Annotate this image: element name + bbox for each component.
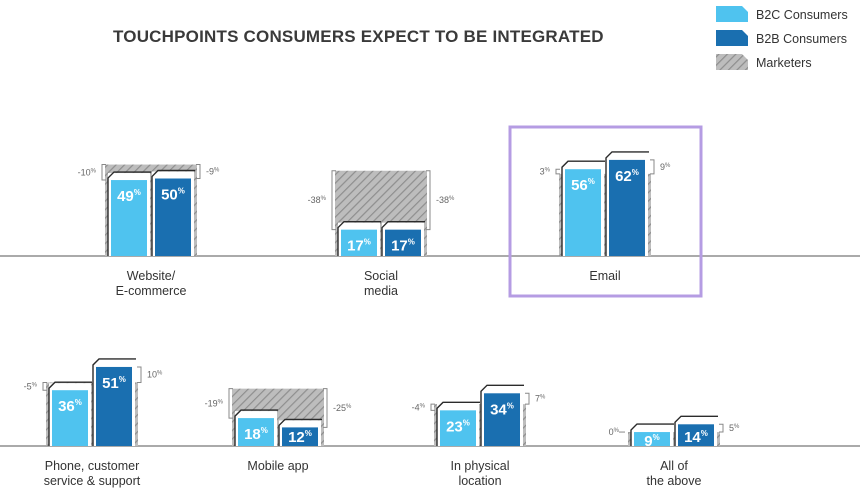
value-label-b2c: 49%: [117, 188, 141, 205]
diff-label-b2b: 10%: [147, 370, 163, 380]
bar-b2c: [440, 410, 476, 446]
bracket-b2c: [42, 381, 47, 391]
legend-swatch-b2c: [716, 6, 748, 22]
bracket-b2b: [525, 392, 530, 405]
category-label: In physical location: [450, 459, 509, 488]
category-in-physical-location: 23% 34% -4% 7% In physical location: [412, 384, 546, 488]
bracket-b2b: [196, 164, 201, 179]
diff-label-b2b: 7%: [535, 394, 546, 404]
diff-label-b2c: -38%: [308, 195, 327, 205]
legend-swatch-b2b: [716, 30, 748, 46]
value-label-b2c: 18%: [244, 426, 268, 443]
diff-label-b2c: 3%: [540, 167, 551, 177]
legend-item-b2b: B2B Consumers: [716, 30, 847, 46]
category-website-e-commerce: 49% 50% -10% -9% Website/E-commerce: [78, 164, 220, 298]
value-label-b2b: 62%: [615, 168, 639, 185]
bar-b2c: [341, 229, 377, 256]
bracket-b2c: [555, 168, 560, 175]
bar-b2b: [282, 427, 318, 446]
category-label: Phone, customer service & support: [44, 459, 141, 488]
diff-label-b2c: -5%: [24, 381, 38, 391]
category-all-of-the-above: 9% 14% 0% 5% All of the above: [609, 415, 740, 488]
value-label-b2c: 17%: [347, 238, 371, 255]
bar-b2c: [52, 390, 88, 446]
value-label-b2b: 14%: [684, 429, 708, 446]
bracket-b2b: [426, 170, 431, 231]
bar-b2c: [111, 180, 147, 256]
category-label: Website/E-commerce: [116, 269, 187, 298]
category-label: Email: [589, 269, 620, 283]
legend-label-b2b: B2B Consumers: [756, 32, 847, 46]
bar-b2b: [96, 366, 132, 446]
bar-b2c: [634, 432, 670, 446]
value-label-b2c: 36%: [58, 398, 82, 415]
category-label: All of the above: [647, 459, 702, 488]
value-label-b2c: 9%: [644, 433, 659, 450]
bracket-b2c: [101, 164, 106, 181]
bar-b2b: [484, 393, 520, 446]
bracket-b2b: [137, 366, 142, 383]
diff-label-b2c: -10%: [78, 167, 97, 177]
bar-b2b: [155, 178, 191, 256]
diff-label-b2c: 0%: [609, 427, 620, 437]
bar-b2b: [609, 159, 645, 256]
category-social-media: 17% 17% -38% -38% Social media: [308, 170, 455, 298]
value-label-b2c: 56%: [571, 177, 595, 194]
bracket-b2c: [331, 170, 336, 231]
diff-label-b2b: -38%: [436, 195, 455, 205]
bracket-b2c: [430, 403, 435, 411]
category-label: Mobile app: [247, 459, 308, 473]
bar-b2c: [565, 169, 601, 256]
legend-label-b2c: B2C Consumers: [756, 8, 848, 22]
value-label-b2b: 50%: [161, 187, 185, 204]
value-label-b2b: 12%: [288, 429, 312, 446]
highlight-box: [508, 125, 703, 298]
bracket-b2b: [719, 423, 724, 433]
chart-title: TOUCHPOINTS CONSUMERS EXPECT TO BE INTEG…: [113, 27, 604, 46]
diff-label-b2c: -4%: [412, 402, 426, 412]
diff-label-b2c: -19%: [205, 398, 224, 408]
diff-label-b2b: 5%: [729, 423, 740, 433]
category-label: Social media: [364, 269, 398, 298]
value-label-b2c: 23%: [446, 418, 470, 435]
diff-label-b2b: -9%: [206, 167, 220, 177]
category-email: 56% 62% 3% 9% Email: [508, 125, 703, 298]
legend: B2C Consumers B2B Consumers Marketers: [716, 6, 848, 70]
value-label-b2b: 34%: [490, 401, 514, 418]
legend-item-b2c: B2C Consumers: [716, 6, 848, 22]
legend-label-marketers: Marketers: [756, 56, 812, 70]
value-label-b2b: 51%: [102, 375, 126, 392]
bar-b2c: [238, 418, 274, 446]
bracket-b2b: [323, 388, 328, 428]
value-label-b2b: 17%: [391, 238, 415, 255]
diff-label-b2b: 9%: [660, 162, 671, 172]
category-mobile-app: 18% 12% -19% -25% Mobile app: [205, 388, 352, 473]
category-phone-customer-service-support: 36% 51% -5% 10% Phone, customer service & sup…: [24, 358, 163, 488]
bracket-b2b: [650, 159, 655, 175]
legend-swatch-marketers: [716, 54, 748, 70]
bracket-b2c: [228, 388, 233, 419]
bar-b2b: [385, 229, 421, 256]
bar-b2b: [678, 424, 714, 446]
legend-item-marketers: Marketers: [716, 54, 812, 70]
diff-label-b2b: -25%: [333, 403, 352, 413]
